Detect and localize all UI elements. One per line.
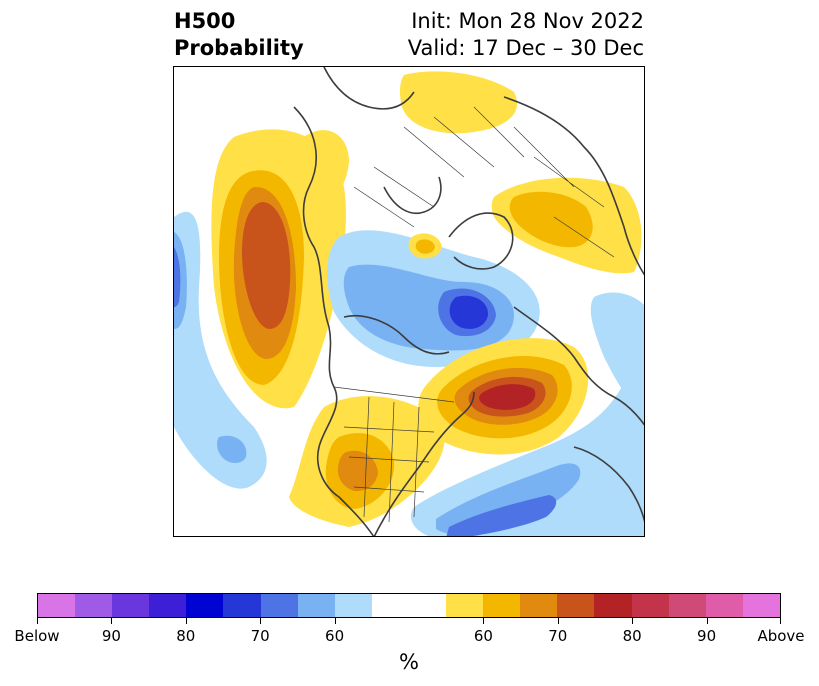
colorbar-swatch bbox=[446, 594, 484, 617]
russia-below-60 bbox=[590, 292, 644, 408]
colorbar-tick-label: 60 bbox=[473, 627, 493, 645]
west-below-60 bbox=[174, 211, 267, 489]
colorbar-tick bbox=[780, 618, 781, 624]
nwcanada-above-60 bbox=[298, 130, 349, 203]
political-borders bbox=[333, 106, 615, 523]
colorbar-swatch bbox=[38, 594, 76, 617]
colorbar-tick bbox=[37, 618, 38, 624]
colorbar-tick bbox=[483, 618, 485, 624]
canada-below-90 bbox=[449, 295, 489, 329]
aleut-below-70 bbox=[217, 435, 247, 463]
colorbar-swatch bbox=[223, 594, 261, 617]
valid-range: Valid: 17 Dec – 30 Dec bbox=[407, 36, 644, 60]
map-title-line1: H500 bbox=[174, 9, 236, 33]
colorbar-swatch bbox=[742, 594, 780, 617]
colorbar-tick-label: 90 bbox=[697, 627, 717, 645]
east-below-60 bbox=[410, 346, 644, 536]
atlantic-above-high bbox=[479, 384, 536, 410]
colorbar-swatch bbox=[594, 594, 632, 617]
colorbar-swatch bbox=[483, 594, 521, 617]
colorbar-swatch bbox=[297, 594, 335, 617]
colorbar-swatch bbox=[371, 594, 409, 617]
colorbar-tick bbox=[334, 618, 336, 624]
map-dates: Init: Mon 28 Nov 2022 Valid: 17 Dec – 30… bbox=[408, 8, 644, 62]
colorbar bbox=[37, 593, 781, 618]
colorbar-tick bbox=[706, 618, 708, 624]
init-date: Init: Mon 28 Nov 2022 bbox=[411, 9, 644, 33]
colorbar-swatch bbox=[408, 594, 447, 617]
map-title-line2: Probability bbox=[174, 36, 304, 60]
us-above-80 bbox=[337, 450, 378, 492]
colorbar-tick-label: 70 bbox=[548, 627, 568, 645]
colorbar-tick-label: Above bbox=[757, 627, 805, 645]
colorbar-swatch bbox=[75, 594, 113, 617]
pacific-above-90 bbox=[242, 202, 291, 329]
colorbar-tick-label: Below bbox=[14, 627, 60, 645]
colorbar-swatch bbox=[705, 594, 743, 617]
map-title: H500 Probability bbox=[174, 8, 304, 62]
colorbar-swatch bbox=[668, 594, 706, 617]
colorbar-swatch bbox=[112, 594, 150, 617]
colorbar-swatch bbox=[149, 594, 187, 617]
colorbar-swatch bbox=[260, 594, 298, 617]
colorbar-tick-label: 70 bbox=[250, 627, 270, 645]
siberia-above-60 bbox=[399, 71, 518, 134]
east-below-80 bbox=[446, 495, 557, 536]
probability-map bbox=[174, 67, 644, 536]
colorbar-swatch bbox=[186, 594, 224, 617]
coastlines bbox=[293, 67, 644, 536]
colorbar-tick-label: 80 bbox=[176, 627, 196, 645]
colorbar-tick bbox=[185, 618, 187, 624]
colorbar-tick bbox=[632, 618, 634, 624]
colorbar-tick bbox=[557, 618, 559, 624]
colorbar-swatch bbox=[334, 594, 372, 617]
europe-above-70 bbox=[509, 191, 593, 248]
colorbar-swatch bbox=[557, 594, 595, 617]
colorbar-swatch bbox=[631, 594, 669, 617]
colorbar-unit-label: % bbox=[399, 650, 419, 674]
colorbar-tick bbox=[260, 618, 262, 624]
colorbar-tick-label: 60 bbox=[325, 627, 345, 645]
west-below-80 bbox=[174, 247, 181, 307]
greenland-above-70 bbox=[415, 239, 435, 254]
colorbar-swatch bbox=[520, 594, 558, 617]
colorbar-tick-label: 90 bbox=[101, 627, 121, 645]
colorbar-tick-label: 80 bbox=[622, 627, 642, 645]
map-panel bbox=[173, 66, 645, 537]
colorbar-tick bbox=[111, 618, 113, 624]
